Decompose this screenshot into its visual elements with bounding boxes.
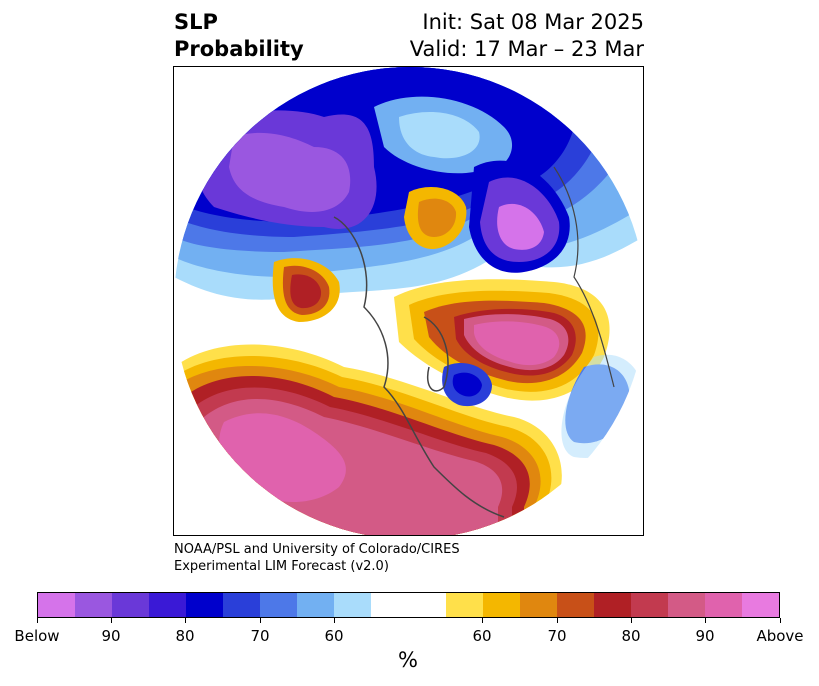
credit-line-1: NOAA/PSL and University of Colorado/CIRE… — [174, 542, 460, 557]
colorbar-tick-mark — [111, 618, 112, 623]
colorbar-tick-label: 90 — [695, 627, 715, 645]
valid-range: Valid: 17 Mar – 23 Mar — [409, 37, 644, 61]
colorbar-swatch — [75, 593, 113, 617]
colorbar-swatch — [186, 593, 224, 617]
colorbar-swatch — [38, 593, 76, 617]
colorbar-tick-mark — [780, 618, 781, 623]
colorbar-swatch — [149, 593, 187, 617]
colorbar-swatch — [704, 593, 742, 617]
colorbar-tick-mark — [260, 618, 261, 623]
colorbar-tick-label: Below — [14, 627, 60, 645]
colorbar-swatch — [371, 593, 409, 617]
probability-map — [174, 67, 643, 535]
init-date: Init: Sat 08 Mar 2025 — [422, 10, 644, 34]
colorbar-tick-mark — [37, 618, 38, 623]
title-line-1: SLP — [174, 10, 218, 34]
colorbar-tick-mark — [482, 618, 483, 623]
colorbar-tick-label: Above — [756, 627, 804, 645]
colorbar-swatch — [223, 593, 261, 617]
colorbar-tick-label: 80 — [175, 627, 195, 645]
colorbar-swatch — [593, 593, 631, 617]
colorbar-tick-mark — [185, 618, 186, 623]
colorbar-swatch — [297, 593, 335, 617]
colorbar-tick-label: 70 — [547, 627, 567, 645]
colorbar-swatch — [482, 593, 520, 617]
colorbar-tick-label: 90 — [101, 627, 121, 645]
date-info: Init: Sat 08 Mar 2025 Valid: 17 Mar – 23… — [410, 9, 644, 63]
colorbar-tick-label: 60 — [324, 627, 344, 645]
map-title: SLP Probability — [174, 9, 304, 63]
colorbar-unit: % — [398, 648, 418, 672]
colorbar-swatch — [112, 593, 150, 617]
map-panel — [173, 66, 644, 536]
colorbar-swatch — [445, 593, 483, 617]
credit-text: NOAA/PSL and University of Colorado/CIRE… — [174, 541, 460, 575]
colorbar-tick-label: 80 — [621, 627, 641, 645]
colorbar-swatch — [667, 593, 705, 617]
colorbar-swatch — [408, 593, 446, 617]
colorbar-swatch — [630, 593, 668, 617]
colorbar — [37, 592, 780, 618]
colorbar-tick-mark — [631, 618, 632, 623]
colorbar-tick-label: 60 — [472, 627, 492, 645]
colorbar-tick-label: 70 — [250, 627, 270, 645]
colorbar-tick-mark — [334, 618, 335, 623]
title-line-2: Probability — [174, 37, 304, 61]
credit-line-2: Experimental LIM Forecast (v2.0) — [174, 559, 389, 574]
coastline — [333, 216, 505, 518]
colorbar-swatch — [741, 593, 779, 617]
colorbar-swatch — [519, 593, 557, 617]
colorbar-swatch — [556, 593, 594, 617]
colorbar-swatch — [260, 593, 298, 617]
colorbar-tick-mark — [705, 618, 706, 623]
colorbar-tick-mark — [557, 618, 558, 623]
colorbar-swatch — [334, 593, 372, 617]
